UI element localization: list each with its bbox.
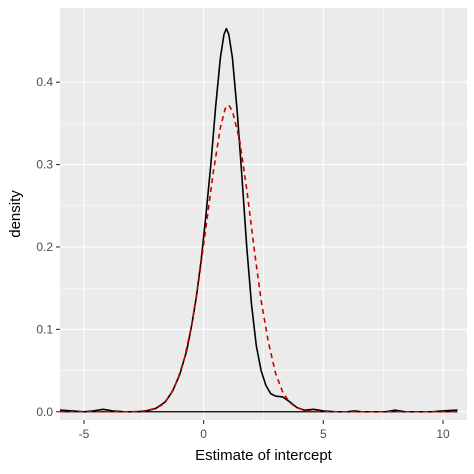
y-tick-label: 0.3 <box>36 158 53 172</box>
x-tick-label: 10 <box>436 427 450 441</box>
major-gridlines <box>60 8 467 420</box>
y-tick-label: 0.0 <box>36 405 53 419</box>
minor-gridlines <box>60 8 467 420</box>
density-series <box>59 27 458 413</box>
y-tick-label: 0.1 <box>36 322 53 336</box>
x-axis-title: Estimate of intercept <box>195 447 333 464</box>
y-tick-label: 0.2 <box>36 240 53 254</box>
x-tick-label: 5 <box>320 427 327 441</box>
x-tick-label: 0 <box>200 427 207 441</box>
y-tick-label: 0.4 <box>36 75 53 89</box>
x-tick-label: -5 <box>79 427 90 441</box>
y-axis-ticks: 0.0 0.1 0.2 0.3 0.4 <box>36 75 60 419</box>
y-axis-title: density <box>7 190 24 238</box>
x-axis-ticks: -5 0 5 10 <box>79 420 450 441</box>
